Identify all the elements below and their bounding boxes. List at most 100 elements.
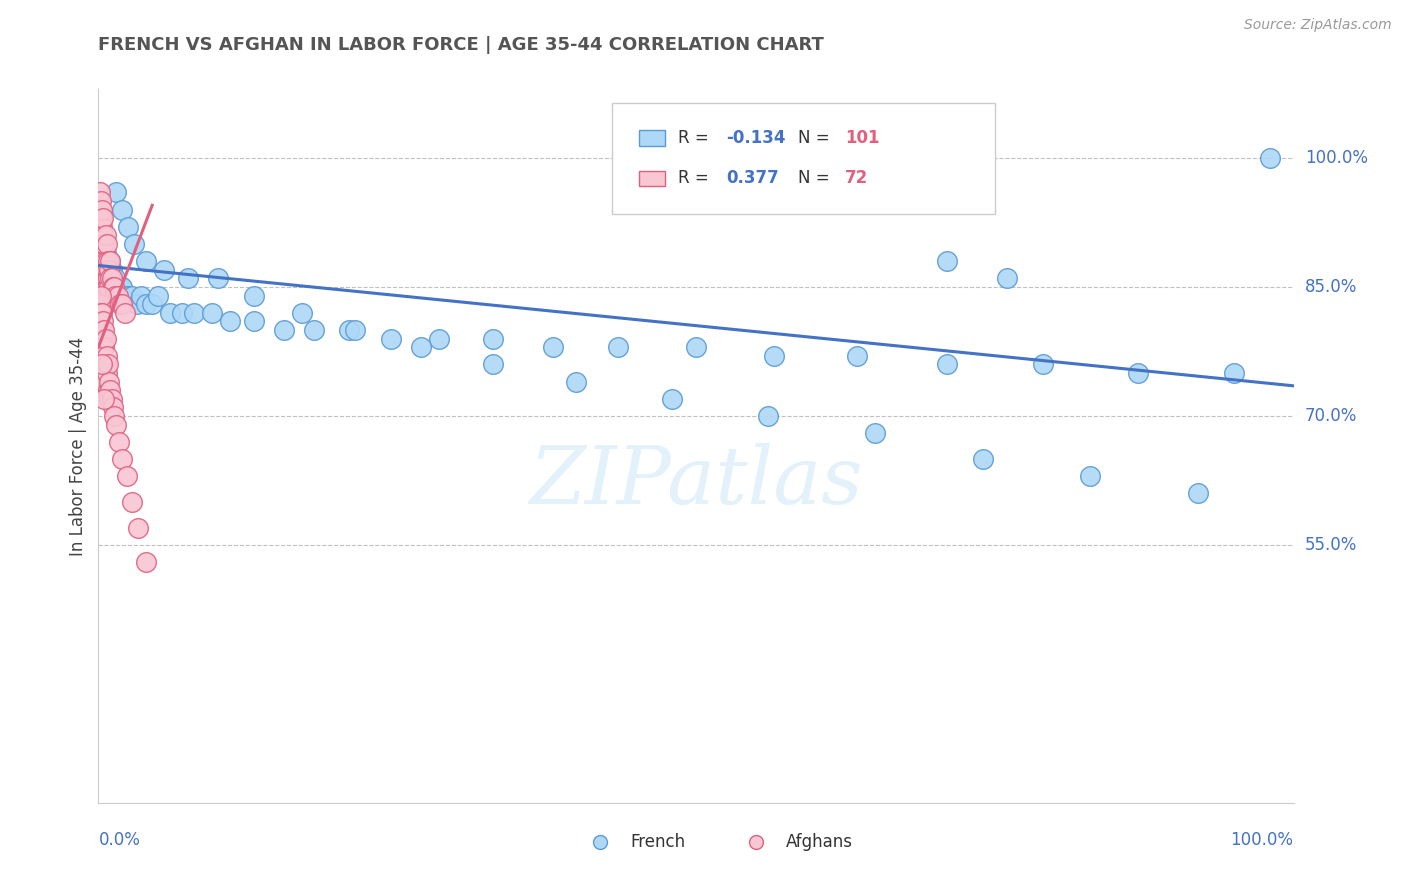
Point — [121, 288, 143, 302]
Text: 100.0%: 100.0% — [1230, 831, 1294, 849]
Point — [1032, 357, 1054, 371]
Point — [685, 340, 707, 354]
Point — [93, 262, 115, 277]
Point — [93, 245, 115, 260]
Point — [97, 262, 120, 277]
Point — [90, 254, 112, 268]
Point — [291, 306, 314, 320]
Point — [135, 297, 157, 311]
Text: 101: 101 — [845, 128, 880, 146]
Text: Source: ZipAtlas.com: Source: ZipAtlas.com — [1244, 18, 1392, 32]
Point — [108, 288, 131, 302]
Y-axis label: In Labor Force | Age 35-44: In Labor Force | Age 35-44 — [69, 336, 87, 556]
Point — [90, 236, 112, 251]
Text: Afghans: Afghans — [786, 833, 852, 851]
Point — [103, 280, 125, 294]
Point — [125, 297, 148, 311]
Point — [97, 271, 120, 285]
Point — [90, 194, 112, 208]
Point — [98, 271, 122, 285]
Point — [380, 332, 402, 346]
Point — [135, 555, 157, 569]
Point — [972, 451, 994, 466]
Point — [339, 323, 361, 337]
Point — [936, 254, 959, 268]
Text: 70.0%: 70.0% — [1305, 407, 1357, 425]
Point — [98, 392, 121, 406]
Text: ZIPatlas: ZIPatlas — [529, 443, 863, 520]
Point — [111, 280, 134, 294]
Point — [96, 236, 118, 251]
Point — [96, 254, 118, 268]
Point — [89, 186, 111, 200]
Point — [98, 262, 121, 277]
Point — [93, 254, 115, 268]
Point — [94, 245, 117, 260]
Point — [94, 288, 117, 302]
Point — [91, 262, 114, 277]
Point — [103, 409, 125, 423]
Point — [101, 280, 124, 294]
Point — [607, 340, 630, 354]
Point — [846, 349, 869, 363]
Point — [94, 332, 117, 346]
Point — [91, 211, 114, 226]
Point — [91, 288, 114, 302]
Point — [90, 288, 112, 302]
Point — [90, 245, 112, 260]
Point — [661, 392, 683, 406]
Point — [177, 271, 200, 285]
Point — [96, 271, 118, 285]
Text: N =: N = — [797, 169, 834, 187]
Point — [91, 219, 114, 234]
Point — [89, 202, 111, 217]
Point — [96, 262, 118, 277]
Point — [96, 280, 118, 294]
Point — [114, 306, 136, 320]
Point — [91, 262, 114, 277]
Point — [101, 271, 124, 285]
Point — [98, 383, 122, 397]
Point — [90, 332, 112, 346]
Point — [148, 288, 170, 302]
Point — [107, 434, 129, 449]
Point — [565, 375, 588, 389]
Point — [273, 323, 295, 337]
FancyBboxPatch shape — [638, 170, 665, 186]
Point — [94, 228, 117, 243]
Point — [183, 306, 205, 320]
Point — [97, 357, 120, 371]
Point — [100, 280, 122, 294]
Point — [94, 357, 117, 371]
Point — [243, 314, 266, 328]
Point — [91, 357, 114, 371]
Point — [89, 262, 111, 277]
Point — [98, 280, 121, 294]
Point — [93, 392, 115, 406]
Point — [89, 236, 111, 251]
Text: R =: R = — [678, 128, 714, 146]
Point — [91, 202, 114, 217]
Point — [91, 262, 114, 277]
Point — [101, 288, 124, 302]
Point — [94, 262, 117, 277]
Point — [117, 219, 139, 234]
Point — [91, 245, 114, 260]
Point — [91, 340, 114, 354]
Point — [93, 236, 115, 251]
Text: R =: R = — [678, 169, 714, 187]
Point — [107, 280, 129, 294]
Point — [1258, 151, 1281, 165]
Point — [111, 451, 134, 466]
Point — [93, 280, 115, 294]
Point — [100, 262, 122, 277]
Point — [94, 254, 117, 268]
Point — [114, 288, 136, 302]
Text: 100.0%: 100.0% — [1305, 149, 1368, 167]
Point — [1187, 486, 1209, 500]
Point — [91, 254, 114, 268]
Point — [89, 254, 111, 268]
Point — [89, 314, 111, 328]
Text: 55.0%: 55.0% — [1305, 536, 1357, 554]
Point — [108, 297, 131, 311]
